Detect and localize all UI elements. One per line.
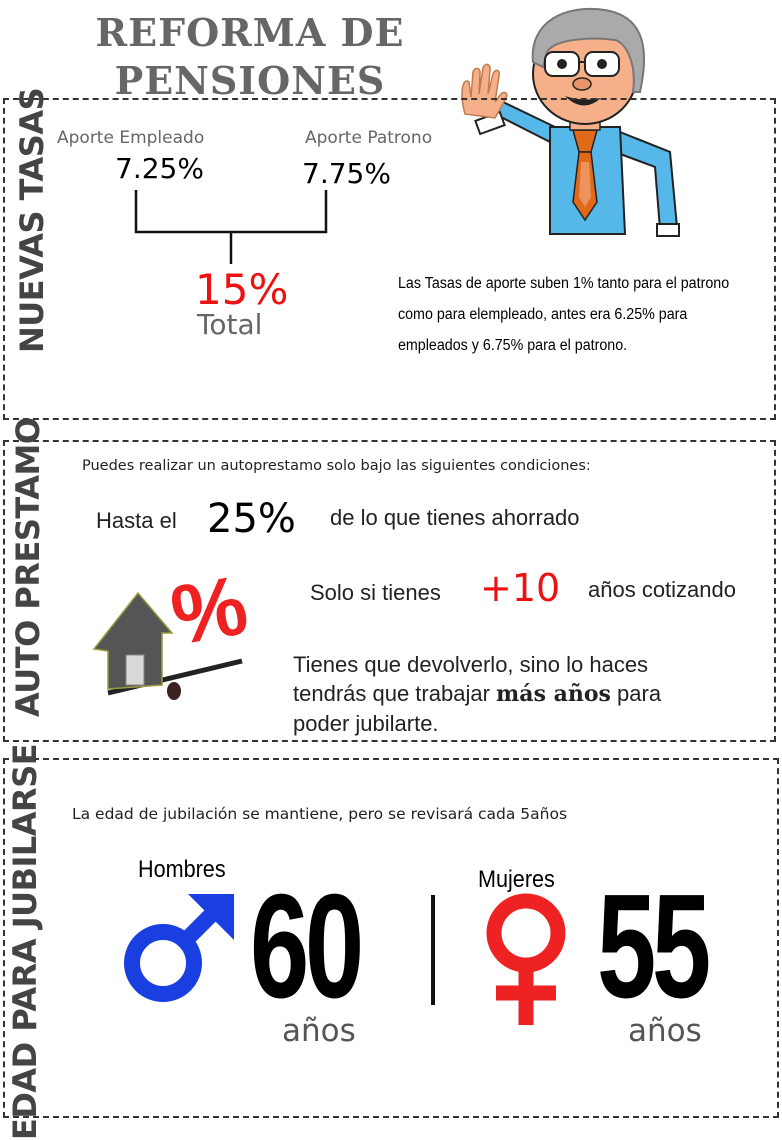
empleado-label: Aporte Empleado — [57, 128, 205, 148]
cond3-line-1: Tienes que devolverlo, sino lo haces — [293, 652, 649, 677]
total-label: Total — [197, 308, 263, 341]
cond2-value: +10 — [480, 566, 561, 610]
cond1-prefix: Hasta el — [96, 508, 177, 533]
patrono-label: Aporte Patrono — [305, 128, 433, 148]
cond3-line-3: poder jubilarte. — [293, 711, 439, 736]
description-line-2: como para elempleado, antes era 6.25% pa… — [398, 306, 688, 323]
section-label-nuevas-tasas: NUEVAS TASAS — [13, 87, 51, 353]
cond3-line-2-suffix: para — [617, 681, 662, 706]
section-label-auto-prestamo: AUTO PRESTAMO — [9, 417, 47, 717]
page-title: REFORMA DE PENSIONES — [60, 14, 440, 100]
title-line-2: PENSIONES — [114, 58, 386, 103]
section-edad-jubilarse — [3, 758, 779, 1118]
house-icon — [92, 591, 243, 700]
cond3-line-2: tendrás que trabajar más años para — [293, 679, 661, 709]
hombres-age: 60 — [250, 864, 364, 1029]
cond3-text: Tienes que devolverlo, sino lo haces ten… — [293, 650, 661, 738]
cond3-bold-text: más años — [496, 681, 611, 707]
cond2-suffix: años cotizando — [588, 577, 736, 602]
description-line-3: empleados y 6.75% para el patrono. — [398, 337, 628, 354]
mujeres-label: Mujeres — [478, 866, 555, 893]
section-label-edad: EDAD PARA JUBILARSE — [6, 743, 44, 1140]
tasas-description: Las Tasas de aporte suben 1% tanto para … — [398, 268, 738, 361]
age-divider — [431, 895, 435, 1005]
sum-bracket — [134, 190, 328, 264]
patrono-value: 7.75% — [302, 157, 391, 190]
cond2-prefix: Solo si tienes — [310, 580, 441, 605]
title-line-1: REFORMA DE — [95, 10, 405, 55]
female-symbol-icon — [486, 893, 566, 1025]
male-symbol-icon — [124, 894, 234, 1002]
cond1-suffix: de lo que tienes ahorrado — [330, 505, 580, 530]
section-nuevas-tasas — [3, 98, 776, 420]
total-value: 15% — [195, 265, 289, 314]
prestamo-intro: Puedes realizar un autoprestamo solo baj… — [82, 458, 591, 474]
section-auto-prestamo — [3, 440, 776, 742]
description-line-1: Las Tasas de aporte suben 1% tanto para … — [398, 275, 730, 292]
edad-intro: La edad de jubilación se mantiene, pero … — [72, 805, 568, 823]
mujeres-unit: años — [628, 1013, 702, 1049]
cond3-line-2-prefix: tendrás que trabajar — [293, 681, 490, 706]
empleado-value: 7.25% — [115, 152, 204, 185]
hombres-label: Hombres — [138, 856, 226, 883]
hombres-unit: años — [282, 1013, 356, 1049]
mujeres-age: 55 — [597, 864, 711, 1029]
cond1-value: 25% — [207, 496, 296, 542]
